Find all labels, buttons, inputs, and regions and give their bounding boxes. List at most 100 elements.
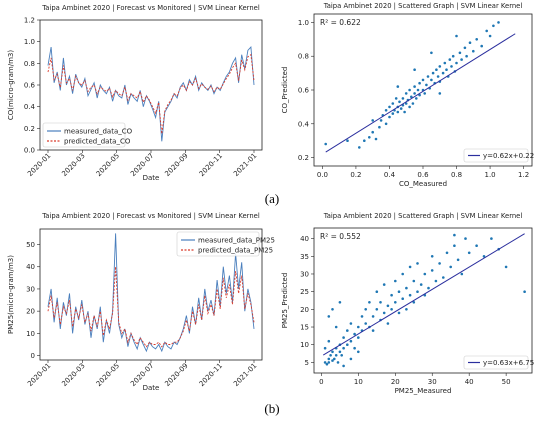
- pm-sc-point-27: [364, 308, 368, 311]
- co-ts-series-line-1: [47, 53, 255, 134]
- pm-sc-point-45: [397, 290, 401, 294]
- pm-sc-point-50: [408, 293, 412, 297]
- pm-ts-ytick-label-4: 40: [26, 263, 35, 271]
- pm-sc-xtick-label-2: 20: [391, 378, 400, 386]
- pm-sc-fit-line: [322, 233, 525, 356]
- pm-sc-point-68: [456, 258, 460, 262]
- co-sc-point-42: [430, 78, 433, 82]
- pm-sc-legend-label: y=0.63x+6.75: [483, 359, 534, 367]
- co-sc-title: Taipa Ambinet 2020 | Scattered Graph | S…: [323, 2, 523, 10]
- co-ts-ylabel: CO(micro-gram/m3): [7, 50, 15, 120]
- pm-sc-xtick-label-0: 0: [319, 378, 323, 386]
- pm-sc-ytick-label-1: 10: [300, 341, 309, 349]
- co-ts-legend-label-1: predicted_data_CO: [64, 138, 131, 146]
- pm-ts-ytick-label-2: 20: [26, 308, 35, 316]
- co-sc-point-31: [413, 85, 416, 88]
- pm-sc-point-19: [349, 322, 353, 325]
- pm-sc-point-63: [438, 262, 441, 265]
- co-sc-point-38: [423, 92, 427, 95]
- pm-sc-point-69: [460, 272, 464, 276]
- pm-sc-point-80: [334, 325, 338, 329]
- pm-sc-point-24: [360, 315, 364, 318]
- pm-sc-point-52: [412, 301, 416, 304]
- co-sc-r2-annotation: R² = 0.622: [320, 18, 361, 27]
- pm-ts-xtick-label-1: 2020-03: [60, 362, 86, 388]
- pm-sc-point-42: [394, 301, 397, 304]
- co-sc-point-5: [378, 125, 381, 129]
- pm-sc-point-26: [364, 322, 368, 325]
- pm-sc-point-44: [397, 311, 401, 315]
- co-ts-ytick-label-3: 0.6: [24, 82, 36, 90]
- pm-sc-point-0: [323, 361, 327, 364]
- pm-ts-series-line-1: [47, 266, 255, 348]
- pm-sc-point-2: [327, 357, 331, 361]
- co-sc-point-72: [430, 51, 433, 55]
- pm-sc-point-86: [453, 233, 456, 237]
- co-sc-point-63: [472, 49, 475, 53]
- pm-sc-point-54: [416, 290, 419, 294]
- pm-sc-point-64: [442, 276, 445, 279]
- co-sc-point-27: [408, 88, 411, 92]
- pm-sc-point-77: [331, 308, 334, 311]
- pm-ts-legend-box: [176, 231, 260, 257]
- pm-ts-ylabel: PM25(micro-gram/m3): [7, 255, 15, 334]
- co-ts-xtick-label-2: 2020-05: [95, 152, 121, 178]
- pm-sc-point-4: [329, 354, 332, 357]
- pm-sc-ylabel: PM25_Predicted: [281, 273, 289, 329]
- pm-sc-point-57: [423, 272, 427, 276]
- co-ts-title: Taipa Ambinet 2020 | Forecast vs Monitor…: [41, 4, 260, 12]
- co-ts-legend-label-0: measured_data_CO: [64, 128, 133, 136]
- co-sc-point-28: [410, 95, 413, 99]
- pm-sc-point-10: [336, 361, 340, 364]
- pm-sc-point-33: [375, 290, 379, 294]
- pm-ts-legend-label-0: measured_data_PM25: [198, 237, 275, 245]
- pm-sc-point-83: [342, 364, 345, 368]
- pm-sc-ytick-label-4: 25: [300, 288, 309, 296]
- pm-sc-point-46: [401, 297, 405, 301]
- co-sc-ytick-label-3: 0.8: [298, 53, 309, 61]
- pm-sc-point-73: [490, 237, 493, 240]
- co-sc-point-9: [384, 109, 388, 112]
- pm-sc-point-7: [333, 357, 336, 361]
- co-sc-xtick-label-2: 0.4: [384, 171, 396, 179]
- co-sc-point-62: [468, 41, 472, 44]
- co-sc-point-15: [394, 97, 398, 100]
- co-sc-point-2: [368, 136, 371, 139]
- pm-sc-point-5: [331, 359, 334, 362]
- co-sc-point-40: [426, 75, 430, 78]
- co-sc-xtick-label-6: 1.2: [518, 171, 529, 179]
- pm-sc-point-41: [390, 308, 393, 311]
- pm-sc-point-79: [338, 301, 342, 304]
- co-sc-ytick-label-0: 0.2: [298, 154, 309, 162]
- co-ts-xtick-label-4: 2020-09: [163, 152, 189, 178]
- co-sc-point-47: [438, 65, 442, 68]
- pm-sc-point-29: [368, 301, 371, 304]
- co-sc-point-17: [396, 110, 400, 114]
- figure-label-b: (b): [264, 401, 279, 416]
- pm-sc-xtick-label-3: 30: [428, 378, 437, 386]
- pm-sc-point-59: [427, 286, 430, 290]
- pm-sc-point-11: [338, 350, 342, 354]
- pm-sc-point-87: [464, 237, 467, 240]
- co-sc-xtick-label-4: 0.8: [451, 171, 462, 179]
- co-sc-xlabel: CO_Measured: [399, 180, 447, 188]
- co-sc-point-20: [401, 97, 405, 100]
- pm-ts-ytick-label-1: 10: [26, 330, 35, 338]
- pm-sc-point-17: [346, 329, 349, 332]
- pm-ts-xlabel: Date: [143, 384, 160, 392]
- pm-sc-point-82: [323, 346, 327, 350]
- co-ts-ytick-label-6: 1.2: [24, 17, 35, 25]
- co-sc-point-69: [497, 21, 500, 24]
- co-sc-point-45: [435, 68, 438, 71]
- co-sc-point-43: [431, 71, 435, 75]
- co-sc-xtick-label-5: 1.0: [485, 171, 496, 179]
- co-sc-point-3: [371, 130, 375, 134]
- co-sc-point-30: [413, 92, 416, 95]
- pm-sc-xtick-label-4: 40: [465, 378, 474, 386]
- co-timeseries-chart: Taipa Ambinet 2020 | Forecast vs Monitor…: [7, 4, 263, 182]
- co-sc-point-65: [480, 44, 484, 48]
- co-ts-ytick-label-0: 0.0: [24, 147, 35, 155]
- pm-sc-point-15: [342, 346, 345, 350]
- co-sc-point-76: [346, 139, 349, 142]
